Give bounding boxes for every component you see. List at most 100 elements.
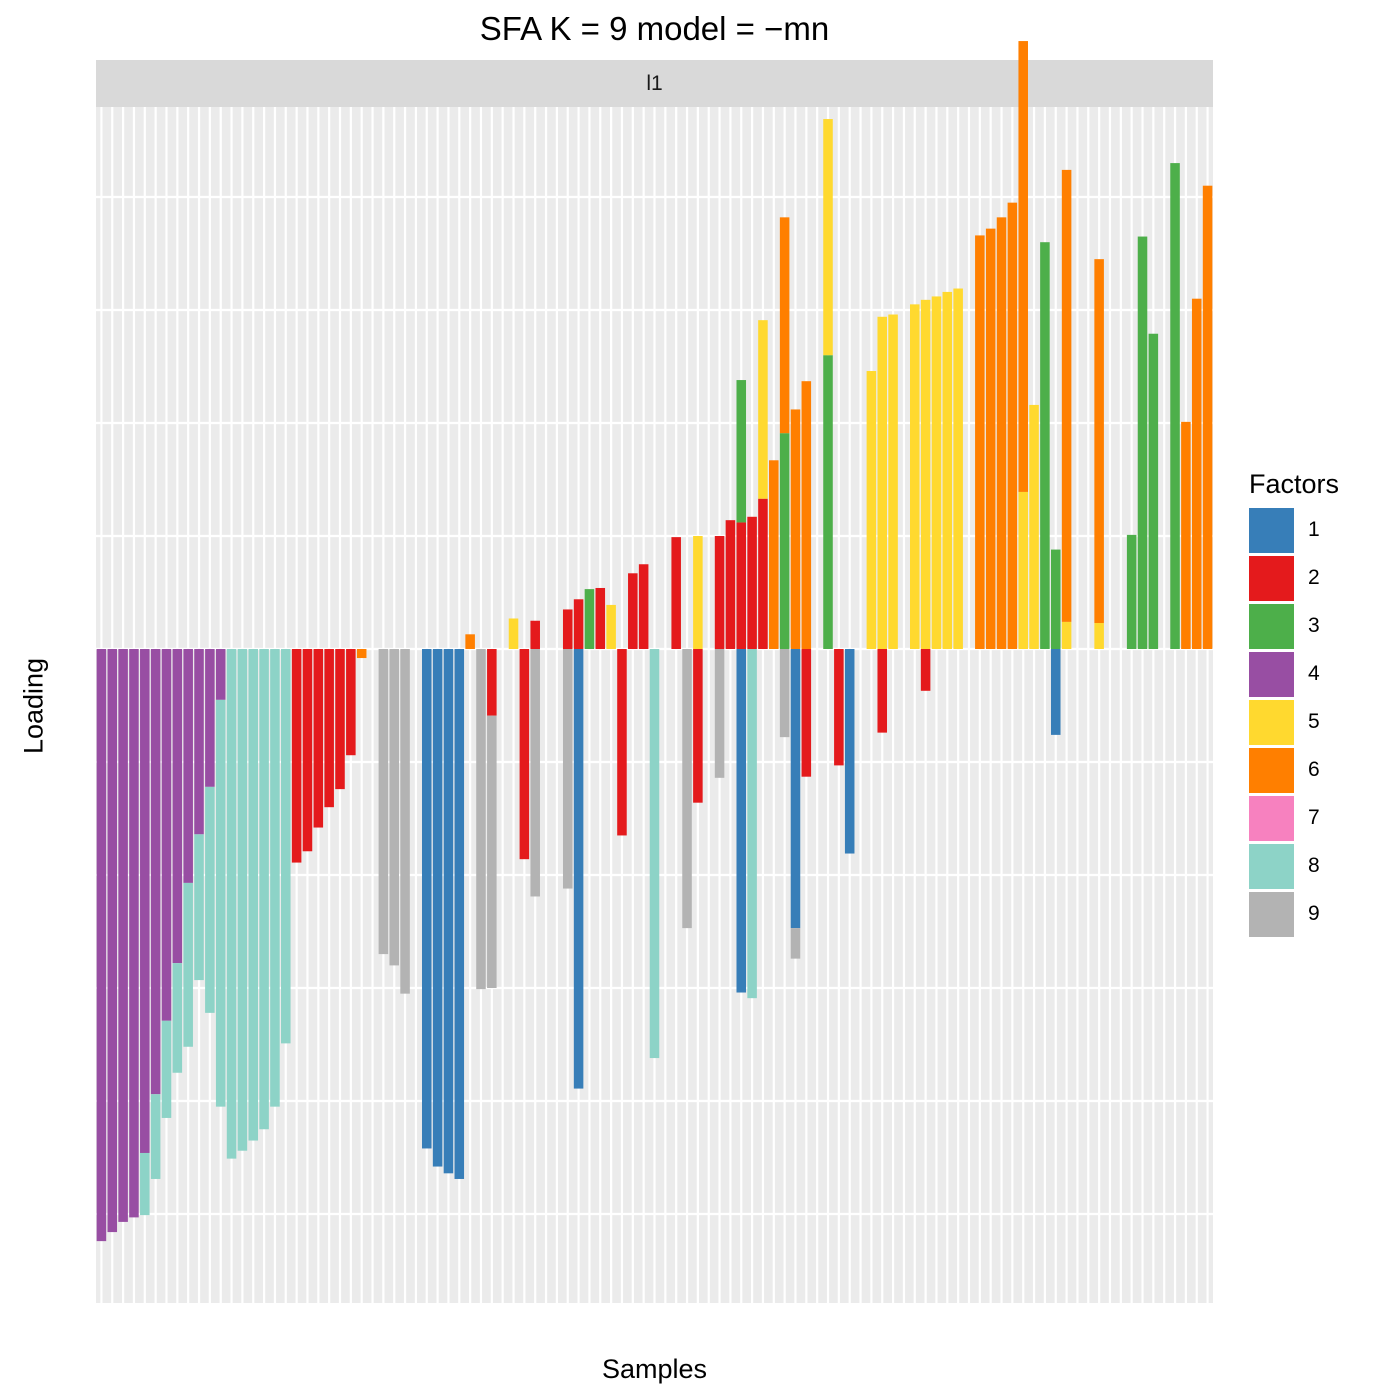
bar-sample-88-factor-3 (1040, 242, 1050, 649)
bars (96, 41, 1213, 1242)
bar-sample-69-factor-2 (834, 649, 844, 766)
bar-sample-40-factor-2 (519, 649, 530, 860)
bar-sample-65-factor-1 (790, 649, 801, 929)
bar-sample-5-factor-4 (140, 649, 150, 1153)
bar-sample-65-factor-6 (790, 409, 801, 649)
chart-title: SFA K = 9 model = −mn (479, 10, 830, 47)
legend-title: Factors (1249, 469, 1340, 499)
bar-sample-29-factor-9 (400, 649, 410, 994)
bar-sample-33-factor-1 (443, 649, 454, 1174)
legend-key-swatch (1249, 603, 1294, 649)
bar-sample-12-factor-4 (215, 649, 226, 700)
bar-sample-48-factor-5 (606, 604, 616, 649)
bar-sample-77-factor-5 (920, 299, 931, 649)
bar-sample-78-factor-5 (931, 296, 942, 649)
legend-key-swatch (1249, 843, 1294, 889)
bar-sample-7-factor-4 (161, 649, 172, 1021)
legend-key-swatch (1249, 795, 1294, 841)
bar-sample-11-factor-8 (205, 786, 215, 1013)
bar-sample-45-factor-2 (573, 599, 584, 649)
bar-sample-45-factor-1 (573, 649, 584, 1089)
bar-sample-41-factor-9 (530, 649, 540, 897)
bar-sample-27-factor-9 (378, 649, 389, 955)
bar-sample-5-factor-8 (140, 1152, 150, 1216)
bar-sample-16-factor-8 (259, 649, 269, 1130)
bar-sample-14-factor-8 (237, 649, 248, 1151)
bar-sample-12-factor-8 (215, 699, 226, 1107)
bar-sample-10-factor-4 (194, 649, 204, 835)
bar-sample-80-factor-5 (953, 288, 963, 649)
bar-sample-54-factor-2 (671, 537, 681, 649)
bar-sample-90-factor-5 (1061, 621, 1072, 649)
bar-sample-31-factor-1 (421, 649, 432, 1149)
legend: Factors 1 2 3 4 5 6 7 8 9 (1249, 466, 1339, 938)
bar-sample-49-factor-2 (617, 649, 627, 836)
bar-sample-74-factor-5 (888, 314, 898, 649)
bar-sample-76-factor-5 (910, 304, 920, 649)
bar-sample-77-factor-2 (920, 649, 931, 691)
bar-sample-86-factor-5 (1018, 491, 1028, 649)
legend-item-factor-9: 9 (1249, 890, 1339, 938)
bar-sample-47-factor-2 (595, 587, 606, 649)
bar-sample-8-factor-4 (172, 649, 183, 964)
bar-sample-6-factor-4 (150, 649, 161, 1095)
bar-sample-100-factor-3 (1170, 163, 1180, 649)
bar-sample-64-factor-9 (779, 649, 790, 738)
bar-sample-17-factor-8 (270, 649, 280, 1107)
bar-sample-84-factor-6 (996, 217, 1007, 649)
bar-sample-82-factor-6 (975, 235, 985, 650)
bar-sample-62-factor-2 (758, 498, 768, 649)
bar-sample-24-factor-2 (346, 649, 356, 756)
bar-sample-86-factor-6 (1018, 41, 1028, 492)
bar-sample-93-factor-5 (1094, 623, 1104, 649)
bar-sample-8-factor-8 (172, 963, 183, 1073)
legend-key-swatch (1249, 651, 1294, 697)
legend-item-factor-8: 8 (1249, 842, 1339, 890)
bar-sample-101-factor-6 (1181, 421, 1191, 649)
bar-sample-68-factor-5 (823, 119, 833, 356)
legend-label: 9 (1308, 902, 1320, 925)
bar-sample-51-factor-2 (638, 564, 649, 649)
bar-sample-9-factor-8 (183, 882, 193, 1047)
legend-item-factor-2: 2 (1249, 554, 1339, 602)
bar-sample-64-factor-6 (779, 217, 790, 434)
bar-sample-96-factor-3 (1126, 534, 1137, 649)
bar-sample-34-factor-1 (454, 649, 465, 1179)
bar-sample-20-factor-2 (302, 649, 313, 852)
bar-sample-13-factor-8 (226, 649, 237, 1159)
legend-item-factor-4: 4 (1249, 650, 1339, 698)
bar-sample-64-factor-3 (779, 433, 790, 649)
bar-sample-10-factor-8 (194, 834, 204, 981)
bar-sample-58-factor-9 (714, 649, 725, 778)
bar-sample-56-factor-5 (693, 536, 703, 649)
bar-sample-50-factor-2 (628, 573, 638, 649)
bar-sample-90-factor-6 (1061, 169, 1072, 622)
bar-sample-2-factor-4 (107, 649, 118, 1233)
bar-sample-52-factor-8 (649, 649, 660, 1059)
bar-sample-11-factor-4 (205, 649, 215, 787)
bar-sample-44-factor-9 (562, 649, 573, 889)
bar-sample-1-factor-4 (96, 649, 107, 1242)
bar-sample-36-factor-9 (476, 649, 486, 990)
bar-sample-25-factor-6 (356, 649, 367, 659)
bar-sample-87-factor-5 (1029, 404, 1039, 649)
bar-sample-41-factor-2 (530, 620, 540, 649)
legend-label: 6 (1308, 758, 1320, 781)
bar-sample-68-factor-3 (823, 355, 833, 649)
bar-sample-58-factor-2 (714, 536, 725, 649)
bar-sample-66-factor-6 (801, 381, 812, 649)
bar-sample-32-factor-1 (432, 649, 443, 1167)
bar-sample-102-factor-6 (1191, 298, 1202, 649)
bar-sample-103-factor-6 (1202, 185, 1213, 649)
bar-sample-85-factor-6 (1007, 202, 1018, 649)
legend-item-factor-5: 5 (1249, 698, 1339, 746)
bar-sample-83-factor-6 (985, 228, 996, 649)
bar-sample-60-factor-3 (736, 380, 747, 523)
bar-sample-55-factor-9 (682, 649, 692, 929)
bar-sample-65-factor-9 (790, 928, 801, 959)
bar-sample-7-factor-8 (161, 1020, 172, 1118)
legend-item-factor-6: 6 (1249, 746, 1339, 794)
bar-sample-56-factor-2 (693, 649, 703, 803)
legend-label: 3 (1308, 614, 1320, 637)
